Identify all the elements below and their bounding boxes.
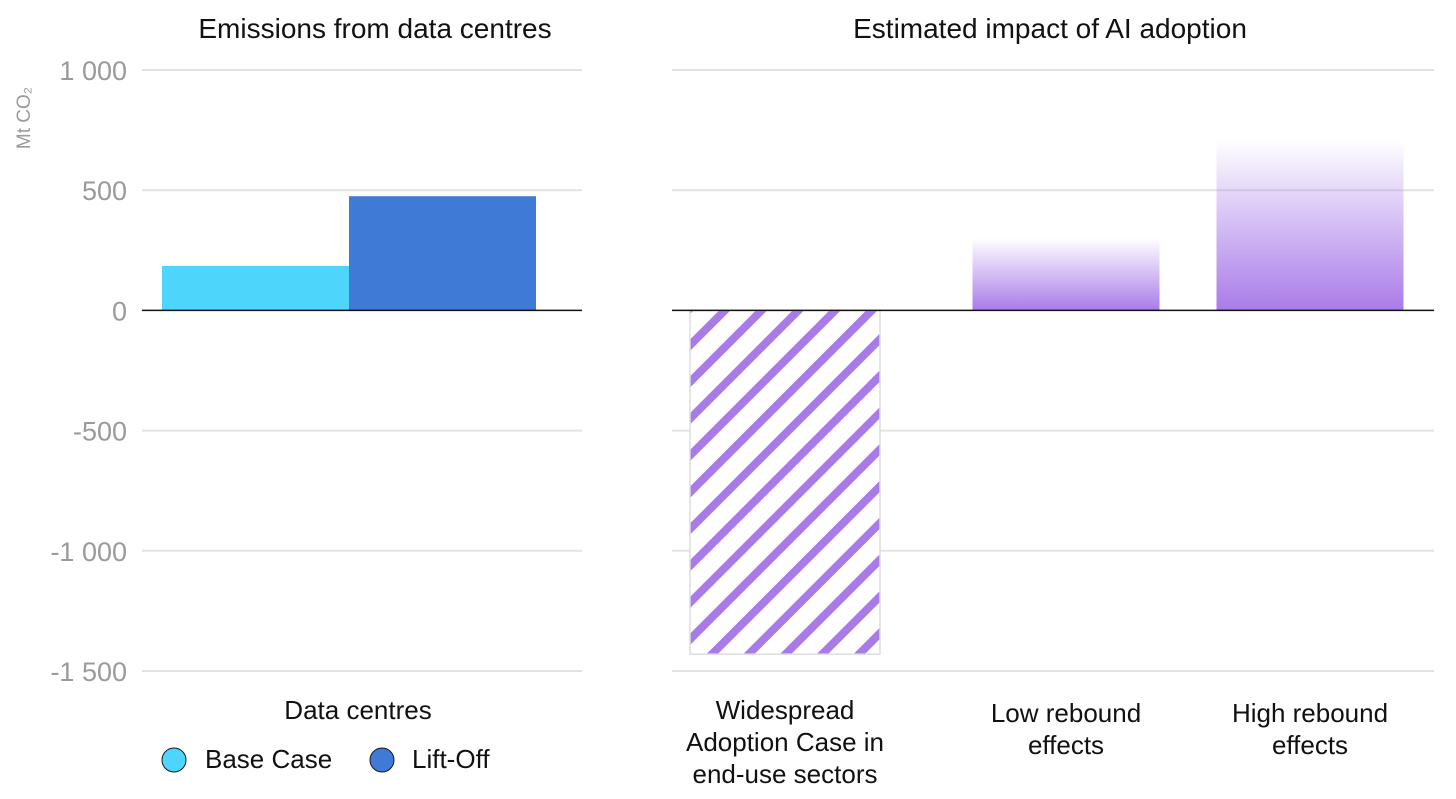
legend-item-lift-off: Lift-Off (369, 744, 490, 774)
bar-lift-off (349, 196, 536, 311)
right-category-labels: Widespread Adoption Case in end-use sector… (686, 695, 1388, 789)
right-panel: Estimated impact of AI adoption Widespre… (672, 13, 1434, 789)
category-label-line: High rebound (1232, 698, 1388, 728)
category-label-low-rebound: Low rebound effects (991, 698, 1141, 760)
category-label-high-rebound: High rebound effects (1232, 698, 1388, 760)
left-panel: Emissions from data centres Mt CO₂ 1 000… (14, 13, 582, 774)
y-tick-label: -1 000 (50, 537, 127, 567)
category-label-line: end-use sectors (693, 759, 878, 789)
category-label-line: effects (1028, 730, 1104, 760)
y-tick-label: 500 (82, 176, 127, 206)
legend: Base Case Lift-Off (161, 744, 490, 774)
left-chart-title: Emissions from data centres (198, 13, 551, 44)
category-label-line: Low rebound (991, 698, 1141, 728)
legend-label-lift-off: Lift-Off (412, 744, 490, 774)
legend-swatch-base-case (161, 747, 187, 773)
legend-label-base-case: Base Case (205, 744, 332, 774)
y-tick-label: 1 000 (59, 56, 127, 86)
right-chart-title: Estimated impact of AI adoption (853, 13, 1247, 44)
y-axis-label: Mt CO₂ (14, 87, 35, 149)
y-tick-label: -500 (73, 417, 127, 447)
category-label-widespread-adoption: Widespread Adoption Case in end-use sector… (686, 695, 884, 789)
y-tick-label: -1 500 (50, 657, 127, 687)
category-label-data-centres: Data centres (284, 695, 431, 725)
category-label-line: Widespread (716, 695, 855, 725)
left-y-tick-labels: 1 000 500 0 -500 -1 000 -1 500 (50, 56, 127, 687)
legend-swatch-lift-off (369, 747, 395, 773)
left-bars (162, 196, 536, 311)
bar-high-rebound (1216, 139, 1404, 311)
right-bars (689, 139, 1404, 655)
bar-widespread-adoption (689, 309, 881, 655)
category-label-line: effects (1272, 730, 1348, 760)
category-label-line: Adoption Case in (686, 727, 884, 757)
bar-base-case (162, 265, 349, 311)
bar-low-rebound (972, 238, 1160, 311)
left-gridlines (142, 69, 582, 672)
legend-item-base-case: Base Case (161, 744, 332, 774)
y-tick-label: 0 (112, 296, 127, 326)
